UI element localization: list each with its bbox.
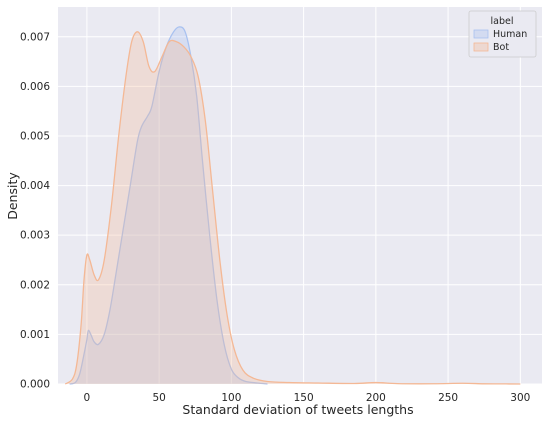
- density-line-human: [69, 26, 268, 385]
- legend-label-human: Human: [493, 29, 527, 40]
- x-axis-label: Standard deviation of tweets lengths: [182, 402, 413, 417]
- x-tick-label: 250: [438, 392, 458, 404]
- legend-swatch-human: [473, 29, 489, 39]
- y-tick-labels: 0.000 0.001 0.002 0.003 0.004 0.005 0.006 0.007: [20, 31, 50, 390]
- grid-lines: [58, 7, 542, 385]
- x-tick-label: 0: [84, 392, 91, 404]
- legend-label-bot: Bot: [493, 42, 509, 53]
- density-areas: [64, 26, 521, 385]
- x-tick-label: 50: [152, 392, 165, 404]
- x-tick-labels: 0 50 100 150 200 250 300: [84, 392, 531, 404]
- y-tick-label: 0.005: [20, 130, 50, 142]
- y-tick-label: 0.004: [20, 180, 50, 192]
- x-tick-label: 200: [366, 392, 386, 404]
- density-fill-human: [69, 26, 268, 385]
- y-tick-label: 0.007: [20, 31, 50, 43]
- plot-background: [58, 7, 542, 384]
- y-axis-label: Density: [5, 172, 20, 220]
- x-tick-label: 150: [294, 392, 314, 404]
- density-line-bot: [64, 31, 521, 385]
- y-tick-label: 0.003: [20, 230, 50, 242]
- x-tick-label: 300: [510, 392, 530, 404]
- y-tick-label: 0.006: [20, 81, 50, 93]
- legend-box: [468, 10, 537, 58]
- x-tick-label: 100: [221, 392, 241, 404]
- legend: label Human Bot: [468, 10, 537, 58]
- y-tick-label: 0.000: [20, 379, 50, 391]
- y-tick-label: 0.002: [20, 279, 50, 291]
- legend-swatch-bot: [473, 42, 489, 52]
- y-tick-label: 0.001: [20, 329, 50, 341]
- legend-title: label: [491, 16, 514, 27]
- density-fill-bot: [65, 31, 521, 385]
